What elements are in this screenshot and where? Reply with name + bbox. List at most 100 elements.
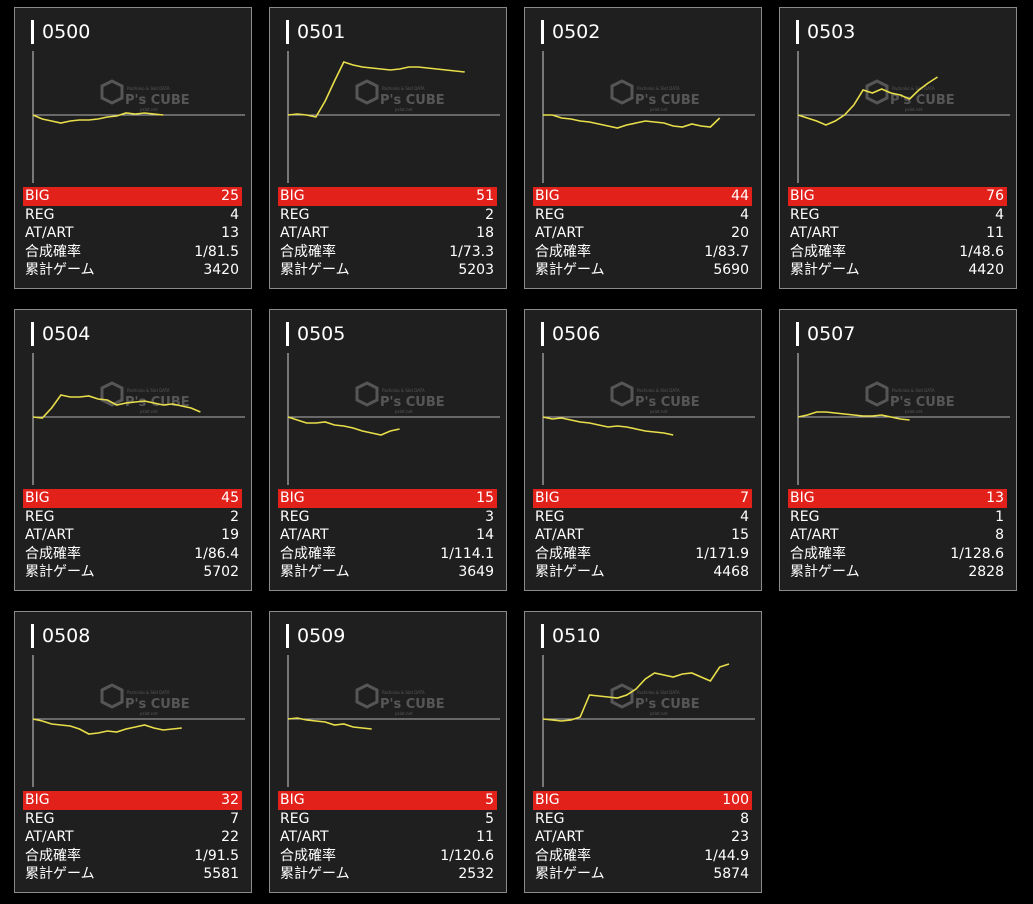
stat-label: 累計ゲーム bbox=[25, 866, 95, 883]
machine-card-0503[interactable]: 0503 P's CUBE Pachinko & Slot DATA pslot… bbox=[779, 7, 1017, 289]
stat-label: 合成確率 bbox=[535, 545, 591, 562]
watermark-logo: P's CUBE Pachinko & Slot DATA pslot.net bbox=[355, 381, 445, 414]
watermark-line2: pslot.net bbox=[650, 107, 668, 112]
machine-number: 0506 bbox=[541, 322, 600, 346]
stats-table: BIG 32 REG 7 AT/ART 22 合成確率 1/91.5 累計ゲーム… bbox=[23, 791, 242, 884]
stat-label: REG bbox=[535, 810, 565, 827]
slump-line bbox=[797, 76, 938, 126]
machine-card-0510[interactable]: 0510 P's CUBE Pachinko & Slot DATA pslot… bbox=[524, 611, 762, 893]
stats-table: BIG 25 REG 4 AT/ART 13 合成確率 1/81.5 累計ゲーム… bbox=[23, 187, 242, 280]
stat-value-games: 4420 bbox=[968, 262, 1004, 279]
stat-label: AT/ART bbox=[25, 527, 74, 544]
watermark-brand: P's CUBE bbox=[125, 93, 190, 108]
slump-graph: P's CUBE Pachinko & Slot DATA pslot.net bbox=[542, 51, 755, 183]
machine-card-0508[interactable]: 0508 P's CUBE Pachinko & Slot DATA pslot… bbox=[14, 611, 252, 893]
stat-label: 累計ゲーム bbox=[280, 262, 350, 279]
slump-graph: P's CUBE Pachinko & Slot DATA pslot.net bbox=[542, 353, 755, 485]
stat-value-atart: 11 bbox=[476, 829, 494, 846]
stat-row-big: BIG 76 bbox=[788, 187, 1007, 206]
slump-graph: P's CUBE Pachinko & Slot DATA pslot.net bbox=[542, 655, 755, 787]
watermark-brand: P's CUBE bbox=[380, 395, 445, 410]
slump-graph: P's CUBE Pachinko & Slot DATA pslot.net bbox=[32, 353, 245, 485]
stat-value-reg: 8 bbox=[740, 810, 749, 827]
stat-value-games: 2828 bbox=[968, 564, 1004, 581]
stat-value-atart: 14 bbox=[476, 527, 494, 544]
stat-label: 合成確率 bbox=[535, 847, 591, 864]
slump-graph: P's CUBE Pachinko & Slot DATA pslot.net bbox=[32, 655, 245, 787]
machine-card-0501[interactable]: 0501 P's CUBE Pachinko & Slot DATA pslot… bbox=[269, 7, 507, 289]
machine-card-0509[interactable]: 0509 P's CUBE Pachinko & Slot DATA pslot… bbox=[269, 611, 507, 893]
stat-row-big: BIG 100 bbox=[533, 791, 752, 810]
stat-value-games: 2532 bbox=[458, 866, 494, 883]
stat-label: 合成確率 bbox=[25, 847, 81, 864]
machine-number: 0503 bbox=[796, 20, 855, 44]
machine-number: 0501 bbox=[286, 20, 345, 44]
machine-card-0504[interactable]: 0504 P's CUBE Pachinko & Slot DATA pslot… bbox=[14, 309, 252, 591]
stat-row-reg: REG 2 bbox=[23, 508, 242, 527]
slump-graph: P's CUBE Pachinko & Slot DATA pslot.net bbox=[287, 655, 500, 787]
watermark-logo: P's CUBE Pachinko & Slot DATA pslot.net bbox=[100, 683, 190, 716]
stat-label: REG bbox=[25, 810, 55, 827]
machine-number: 0508 bbox=[31, 624, 90, 648]
stat-value-big: 44 bbox=[731, 188, 749, 204]
stat-label: AT/ART bbox=[535, 527, 584, 544]
stat-row-atart: AT/ART 8 bbox=[788, 526, 1007, 545]
stat-value-big: 7 bbox=[740, 490, 749, 506]
watermark-line1: Pachinko & Slot DATA bbox=[637, 388, 680, 393]
stat-row-reg: REG 2 bbox=[278, 206, 497, 225]
watermark-line1: Pachinko & Slot DATA bbox=[637, 86, 680, 91]
stat-value-big: 5 bbox=[485, 792, 494, 808]
stat-label: 合成確率 bbox=[280, 243, 336, 260]
stat-value-atart: 15 bbox=[731, 527, 749, 544]
stat-label: BIG bbox=[25, 188, 50, 204]
stat-row-reg: REG 5 bbox=[278, 810, 497, 829]
machine-card-0500[interactable]: 0500 P's CUBE Pachinko & Slot DATA pslot… bbox=[14, 7, 252, 289]
stat-row-prob: 合成確率 1/91.5 bbox=[23, 847, 242, 866]
stat-label: REG bbox=[790, 508, 820, 525]
cube-icon bbox=[865, 79, 889, 105]
stat-value-games: 3649 bbox=[458, 564, 494, 581]
watermark-logo: P's CUBE Pachinko & Slot DATA pslot.net bbox=[355, 683, 445, 716]
stat-label: BIG bbox=[535, 188, 560, 204]
stat-value-prob: 1/128.6 bbox=[950, 545, 1004, 562]
stat-label: REG bbox=[280, 206, 310, 223]
stat-value-reg: 2 bbox=[485, 206, 494, 223]
stat-row-games: 累計ゲーム 3649 bbox=[278, 563, 497, 582]
stat-value-atart: 11 bbox=[986, 225, 1004, 242]
stat-label: AT/ART bbox=[25, 829, 74, 846]
stat-value-prob: 1/91.5 bbox=[194, 847, 239, 864]
machine-card-0507[interactable]: 0507 P's CUBE Pachinko & Slot DATA pslot… bbox=[779, 309, 1017, 591]
stats-table: BIG 51 REG 2 AT/ART 18 合成確率 1/73.3 累計ゲーム… bbox=[278, 187, 497, 280]
cube-icon bbox=[100, 683, 124, 709]
stat-value-reg: 5 bbox=[485, 810, 494, 827]
machine-number: 0509 bbox=[286, 624, 345, 648]
stat-value-big: 51 bbox=[476, 188, 494, 204]
stat-value-prob: 1/73.3 bbox=[449, 243, 494, 260]
watermark-line2: pslot.net bbox=[140, 409, 158, 414]
stat-label: REG bbox=[280, 508, 310, 525]
watermark-logo: P's CUBE Pachinko & Slot DATA pslot.net bbox=[100, 381, 190, 414]
stat-row-atart: AT/ART 13 bbox=[23, 224, 242, 243]
machine-card-0506[interactable]: 0506 P's CUBE Pachinko & Slot DATA pslot… bbox=[524, 309, 762, 591]
stat-row-prob: 合成確率 1/73.3 bbox=[278, 243, 497, 262]
watermark-line2: pslot.net bbox=[395, 409, 413, 414]
stat-label: BIG bbox=[535, 792, 560, 808]
stat-label: 累計ゲーム bbox=[25, 564, 95, 581]
machine-card-0502[interactable]: 0502 P's CUBE Pachinko & Slot DATA pslot… bbox=[524, 7, 762, 289]
cube-icon bbox=[355, 79, 379, 105]
stat-label: 累計ゲーム bbox=[535, 262, 605, 279]
stat-value-reg: 7 bbox=[230, 810, 239, 827]
stat-row-big: BIG 32 bbox=[23, 791, 242, 810]
stat-row-big: BIG 7 bbox=[533, 489, 752, 508]
machine-card-0505[interactable]: 0505 P's CUBE Pachinko & Slot DATA pslot… bbox=[269, 309, 507, 591]
stat-row-reg: REG 7 bbox=[23, 810, 242, 829]
stat-label: REG bbox=[535, 508, 565, 525]
stat-value-prob: 1/120.6 bbox=[440, 847, 494, 864]
stat-row-games: 累計ゲーム 5690 bbox=[533, 261, 752, 280]
slump-line bbox=[797, 411, 910, 421]
watermark-line1: Pachinko & Slot DATA bbox=[382, 690, 425, 695]
watermark-logo: P's CUBE Pachinko & Slot DATA pslot.net bbox=[610, 381, 700, 414]
stat-label: REG bbox=[280, 810, 310, 827]
watermark-line2: pslot.net bbox=[905, 107, 923, 112]
stat-row-prob: 合成確率 1/44.9 bbox=[533, 847, 752, 866]
